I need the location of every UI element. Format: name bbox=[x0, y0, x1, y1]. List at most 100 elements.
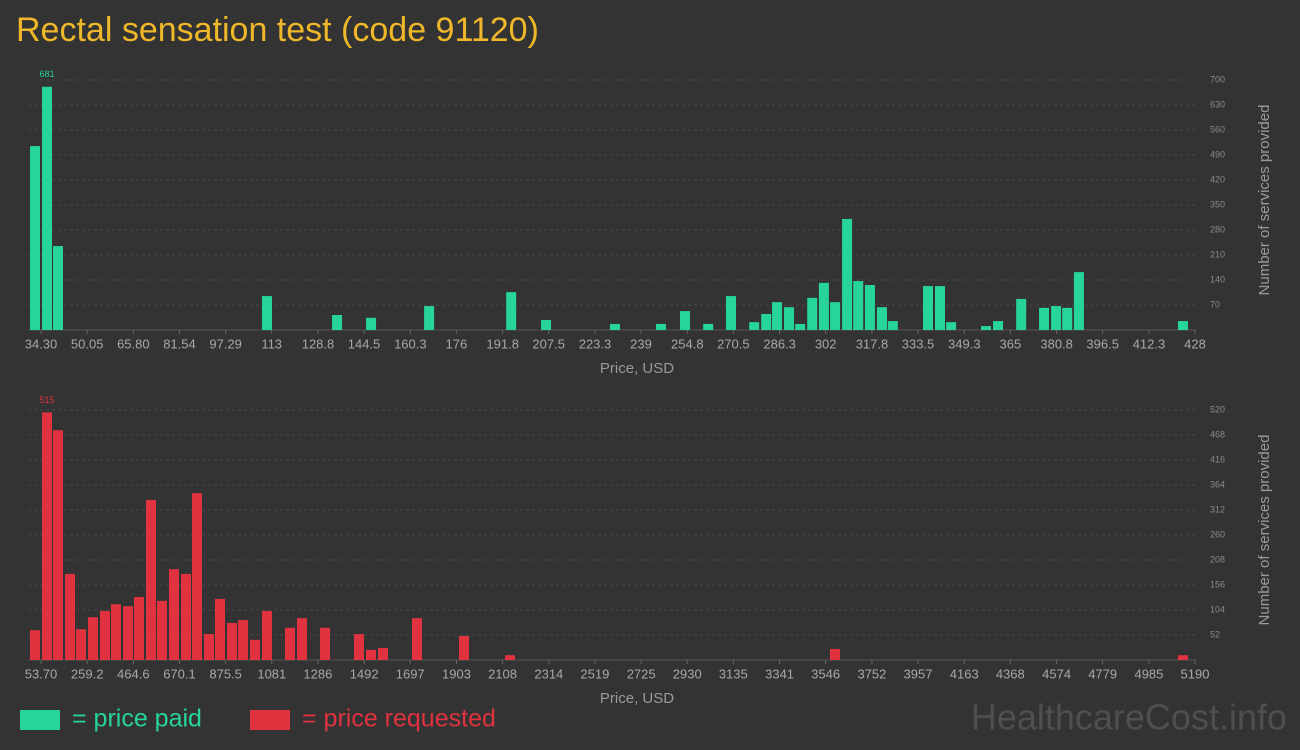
bar bbox=[226, 622, 237, 660]
bar bbox=[53, 246, 64, 330]
bar bbox=[203, 634, 214, 660]
x-axis-title: Price, USD bbox=[600, 690, 674, 707]
x-tick-label: 3135 bbox=[719, 666, 748, 681]
x-tick-label: 65.80 bbox=[117, 336, 150, 351]
bar bbox=[807, 297, 818, 330]
y-tick-label: 260 bbox=[1210, 529, 1225, 539]
bar bbox=[679, 311, 690, 330]
bar bbox=[703, 323, 714, 330]
bar bbox=[853, 281, 864, 330]
bar bbox=[87, 617, 98, 660]
y-tick-label: 280 bbox=[1210, 224, 1225, 234]
bar bbox=[993, 321, 1004, 330]
x-tick-label: 5190 bbox=[1181, 666, 1210, 681]
bar bbox=[214, 598, 225, 660]
x-tick-label: 2314 bbox=[534, 666, 563, 681]
bar bbox=[772, 302, 783, 330]
x-tick-label: 144.5 bbox=[348, 336, 381, 351]
legend-swatch bbox=[20, 710, 60, 730]
bar bbox=[795, 323, 806, 330]
y-tick-label: 350 bbox=[1210, 199, 1225, 209]
bar bbox=[842, 218, 853, 330]
bar bbox=[134, 597, 145, 660]
x-tick-label: 2519 bbox=[580, 666, 609, 681]
bar bbox=[981, 326, 992, 330]
y-tick-label: 468 bbox=[1210, 429, 1225, 439]
bar bbox=[122, 606, 133, 660]
bar bbox=[332, 315, 343, 330]
x-tick-label: 428 bbox=[1184, 336, 1206, 351]
bar bbox=[946, 322, 957, 330]
bar bbox=[655, 323, 666, 330]
bar bbox=[41, 412, 52, 660]
bar bbox=[366, 317, 377, 330]
x-tick-label: 2725 bbox=[627, 666, 656, 681]
legend-swatch bbox=[250, 710, 290, 730]
x-tick-label: 4985 bbox=[1134, 666, 1163, 681]
bar bbox=[1073, 272, 1084, 330]
x-tick-label: 412.3 bbox=[1133, 336, 1166, 351]
x-tick-label: 464.6 bbox=[117, 666, 150, 681]
x-tick-label: 223.3 bbox=[579, 336, 612, 351]
bar bbox=[262, 296, 273, 330]
bar bbox=[191, 493, 202, 660]
bar bbox=[829, 648, 840, 660]
y-axis-title: Number of services provided bbox=[1256, 435, 1273, 626]
bar bbox=[458, 635, 469, 660]
bar bbox=[411, 618, 422, 660]
data-label: 515 bbox=[39, 395, 54, 405]
legend-label: = price paid bbox=[72, 705, 202, 733]
bar bbox=[784, 307, 795, 330]
x-tick-label: 4779 bbox=[1088, 666, 1117, 681]
bar bbox=[1051, 306, 1062, 330]
x-tick-label: 380.8 bbox=[1040, 336, 1073, 351]
x-tick-label: 191.8 bbox=[486, 336, 519, 351]
x-tick-label: 207.5 bbox=[532, 336, 565, 351]
y-tick-label: 490 bbox=[1210, 149, 1225, 159]
x-tick-label: 2930 bbox=[673, 666, 702, 681]
bar bbox=[504, 655, 515, 660]
x-tick-label: 3341 bbox=[765, 666, 794, 681]
x-tick-label: 176 bbox=[446, 336, 468, 351]
x-tick-label: 113 bbox=[261, 336, 282, 351]
y-tick-label: 630 bbox=[1210, 99, 1225, 109]
bar bbox=[366, 649, 377, 660]
x-tick-label: 4368 bbox=[996, 666, 1025, 681]
y-axis-title: Number of services provided bbox=[1256, 105, 1273, 296]
bar bbox=[1039, 307, 1050, 330]
legend-label: = price requested bbox=[302, 705, 496, 733]
x-tick-label: 317.8 bbox=[856, 336, 889, 351]
x-tick-label: 3752 bbox=[857, 666, 886, 681]
y-tick-label: 560 bbox=[1210, 124, 1225, 134]
bar bbox=[876, 307, 887, 330]
x-tick-label: 1081 bbox=[257, 666, 286, 681]
y-tick-label: 104 bbox=[1210, 604, 1225, 614]
bar bbox=[237, 620, 248, 660]
bar bbox=[830, 302, 841, 330]
bar bbox=[1016, 298, 1027, 330]
x-tick-label: 302 bbox=[815, 336, 837, 351]
x-tick-label: 50.05 bbox=[71, 336, 104, 351]
bar bbox=[110, 604, 121, 660]
bar bbox=[250, 639, 261, 660]
bar bbox=[506, 292, 517, 330]
bar bbox=[541, 320, 552, 330]
bar bbox=[296, 618, 307, 660]
bar bbox=[156, 600, 167, 660]
bar bbox=[1177, 655, 1188, 660]
bar bbox=[1177, 321, 1188, 330]
bar bbox=[353, 634, 364, 660]
x-tick-label: 160.3 bbox=[394, 336, 427, 351]
x-tick-label: 53.70 bbox=[25, 666, 58, 681]
bar bbox=[262, 610, 273, 660]
y-tick-label: 416 bbox=[1210, 454, 1225, 464]
x-tick-label: 875.5 bbox=[209, 666, 242, 681]
bar bbox=[65, 573, 76, 660]
bar bbox=[749, 322, 760, 330]
bar bbox=[1062, 307, 1073, 330]
bar bbox=[75, 629, 86, 660]
bar bbox=[53, 430, 64, 660]
bar bbox=[285, 627, 296, 660]
bar bbox=[609, 323, 620, 330]
